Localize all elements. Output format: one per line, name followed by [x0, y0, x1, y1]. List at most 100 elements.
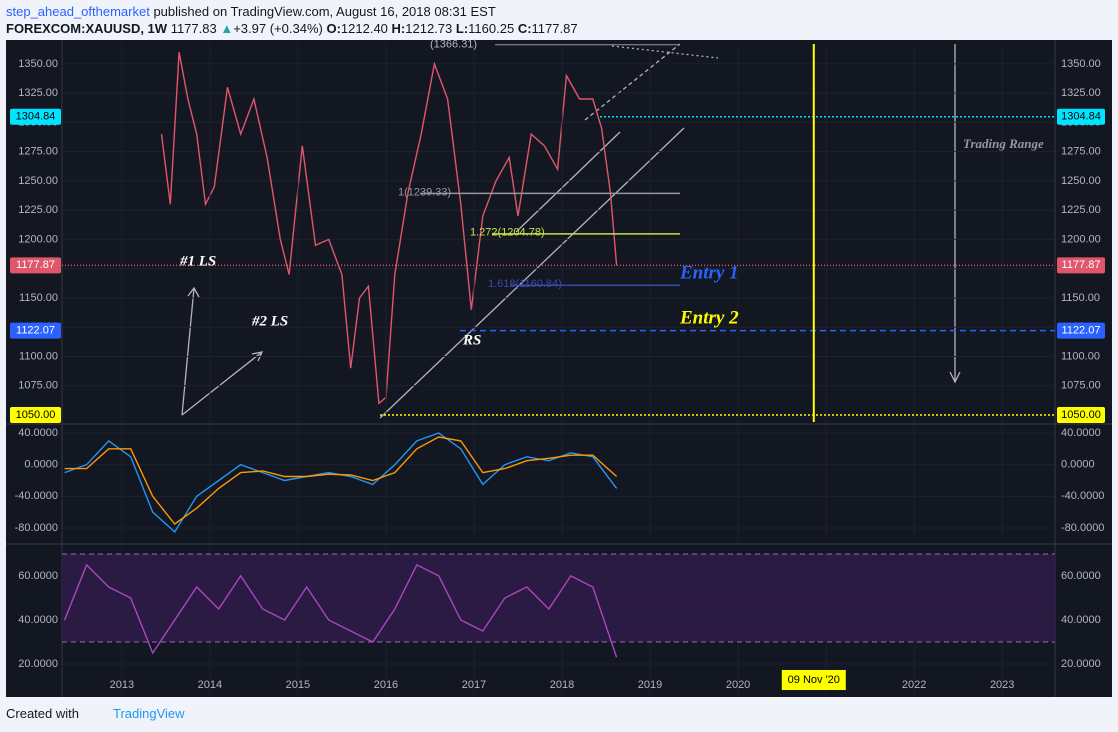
y-tick-label: 1350.00: [1061, 58, 1101, 70]
y-tick-label: 1200.00: [1061, 233, 1101, 245]
price-label: 1177.87: [16, 259, 55, 271]
x-tick-label: 2019: [638, 679, 662, 691]
y-tick-label: 1200.00: [18, 233, 58, 245]
header-line-2: FOREXCOM:XAUUSD, 1W 1177.83 ▲+3.97 (+0.3…: [6, 20, 578, 37]
published: published on TradingView.com, August 16,…: [153, 4, 496, 19]
price-label: 1122.07: [1062, 325, 1101, 337]
price-label: 1304.84: [16, 111, 56, 123]
arrow: [181, 351, 264, 416]
y-tick-label: 1250.00: [18, 175, 58, 187]
fib-label: 1.618(1160.84): [488, 278, 562, 290]
price-label: 1050.00: [16, 409, 56, 421]
price-label-box: [1057, 322, 1105, 339]
arrows: [181, 43, 961, 419]
trend-line: [379, 127, 685, 419]
high-label: H:: [391, 21, 406, 36]
price-label: 1122.07: [16, 325, 55, 337]
y-tick-label: 1275.00: [18, 146, 58, 158]
low-label: L:: [455, 21, 469, 36]
y-tick-label: 40.0000: [18, 427, 58, 439]
open-label: O:: [326, 21, 341, 36]
y-tick-label: 1225.00: [18, 204, 58, 216]
pane: [62, 553, 1055, 665]
price-label: 1177.87: [1062, 259, 1101, 271]
x-tick-label: 2020: [726, 679, 750, 691]
y-tick-label: 1350.00: [18, 58, 58, 70]
annotation: Trading Range: [963, 136, 1044, 151]
pane: [62, 432, 1055, 533]
y-tick-label: 60.0000: [18, 570, 58, 582]
x-tick-label: 2013: [110, 679, 134, 691]
y-tick-label: 40.0000: [1061, 614, 1101, 626]
y-tick-label: -80.0000: [15, 522, 58, 534]
y-tick-label: 40.0000: [1061, 427, 1101, 439]
x-tick-label: 2018: [550, 679, 574, 691]
y-tick-label: 1150.00: [19, 292, 58, 304]
y-tick-label: 20.0000: [18, 658, 58, 670]
y-tick-label: 1325.00: [1061, 87, 1101, 99]
trend-line: [584, 43, 681, 121]
y-tick-label: -40.0000: [1061, 490, 1104, 502]
y-tick-label: 1250.00: [1061, 175, 1101, 187]
price-label: 1304.84: [1061, 111, 1101, 123]
y-tick-label: 1075.00: [1061, 380, 1101, 392]
symbol: FOREXCOM:XAUUSD, 1W: [6, 21, 168, 36]
price-label-box: [10, 108, 61, 125]
annotation: RS: [462, 332, 481, 348]
y-tick-label: 40.0000: [18, 614, 58, 626]
date-label-box: [781, 670, 846, 690]
price-label-box: [10, 257, 61, 274]
price-label-box: [1057, 108, 1105, 125]
series-line: [64, 436, 618, 525]
x-tick-label: 2015: [286, 679, 310, 691]
price-label-box: [1057, 257, 1105, 274]
y-tick-label: 0.0000: [1061, 459, 1095, 471]
close-label: C:: [517, 21, 532, 36]
header: step_ahead_ofthemarket published on Trad…: [6, 3, 578, 37]
x-tick-label: 2023: [990, 679, 1014, 691]
price-label-box: [10, 406, 61, 423]
trend-line: [515, 131, 621, 233]
y-tick-label: 1325.00: [18, 87, 58, 99]
x-tick-label: 2022: [902, 679, 926, 691]
last: 1177.83: [170, 21, 217, 36]
annotation: Entry 1: [679, 262, 739, 283]
annotation: #2 LS: [251, 313, 288, 329]
date-label: 09 Nov '20: [788, 674, 840, 686]
price-label: 1050.00: [1061, 409, 1101, 421]
footer: Created with TradingView: [6, 706, 185, 721]
pane: [62, 52, 1055, 405]
annotation: #1 LS: [179, 253, 216, 269]
x-tick-label: 2017: [462, 679, 486, 691]
y-tick-label: 1225.00: [1061, 204, 1101, 216]
y-tick-label: 0.0000: [24, 459, 58, 471]
annotation: Entry 2: [679, 307, 739, 328]
up-arrow: ▲: [220, 21, 234, 36]
x-tick-label: 2016: [374, 679, 398, 691]
x-tick-label: 2014: [198, 679, 222, 691]
brand[interactable]: TradingView: [112, 706, 185, 721]
high: 1212.73: [405, 21, 453, 36]
created-with: Created with: [6, 706, 79, 721]
y-tick-label: -80.0000: [1061, 522, 1104, 534]
price-label-box: [1057, 406, 1105, 423]
y-tick-label: 1275.00: [1061, 146, 1101, 158]
fib-label: 1.272(1204.78): [470, 227, 545, 239]
y-tick-label: -40.0000: [15, 490, 58, 502]
arrow: [181, 286, 200, 416]
y-tick-label: 1150.00: [1061, 292, 1100, 304]
series-line: [63, 563, 618, 658]
y-tick-label: 1100.00: [1061, 350, 1100, 362]
y-tick-label: 60.0000: [1061, 570, 1101, 582]
rsi-band: [62, 553, 1055, 642]
series-line: [160, 52, 618, 405]
fib-label: 1(1239.33): [398, 186, 451, 198]
close: 1177.87: [531, 21, 578, 36]
y-tick-label: 1075.00: [18, 380, 58, 392]
author[interactable]: step_ahead_ofthemarket: [6, 4, 150, 19]
change: +3.97 (+0.34%): [233, 21, 323, 36]
arrow: [949, 44, 961, 384]
open: 1212.40: [340, 21, 388, 36]
header-line-1: step_ahead_ofthemarket published on Trad…: [6, 3, 578, 20]
